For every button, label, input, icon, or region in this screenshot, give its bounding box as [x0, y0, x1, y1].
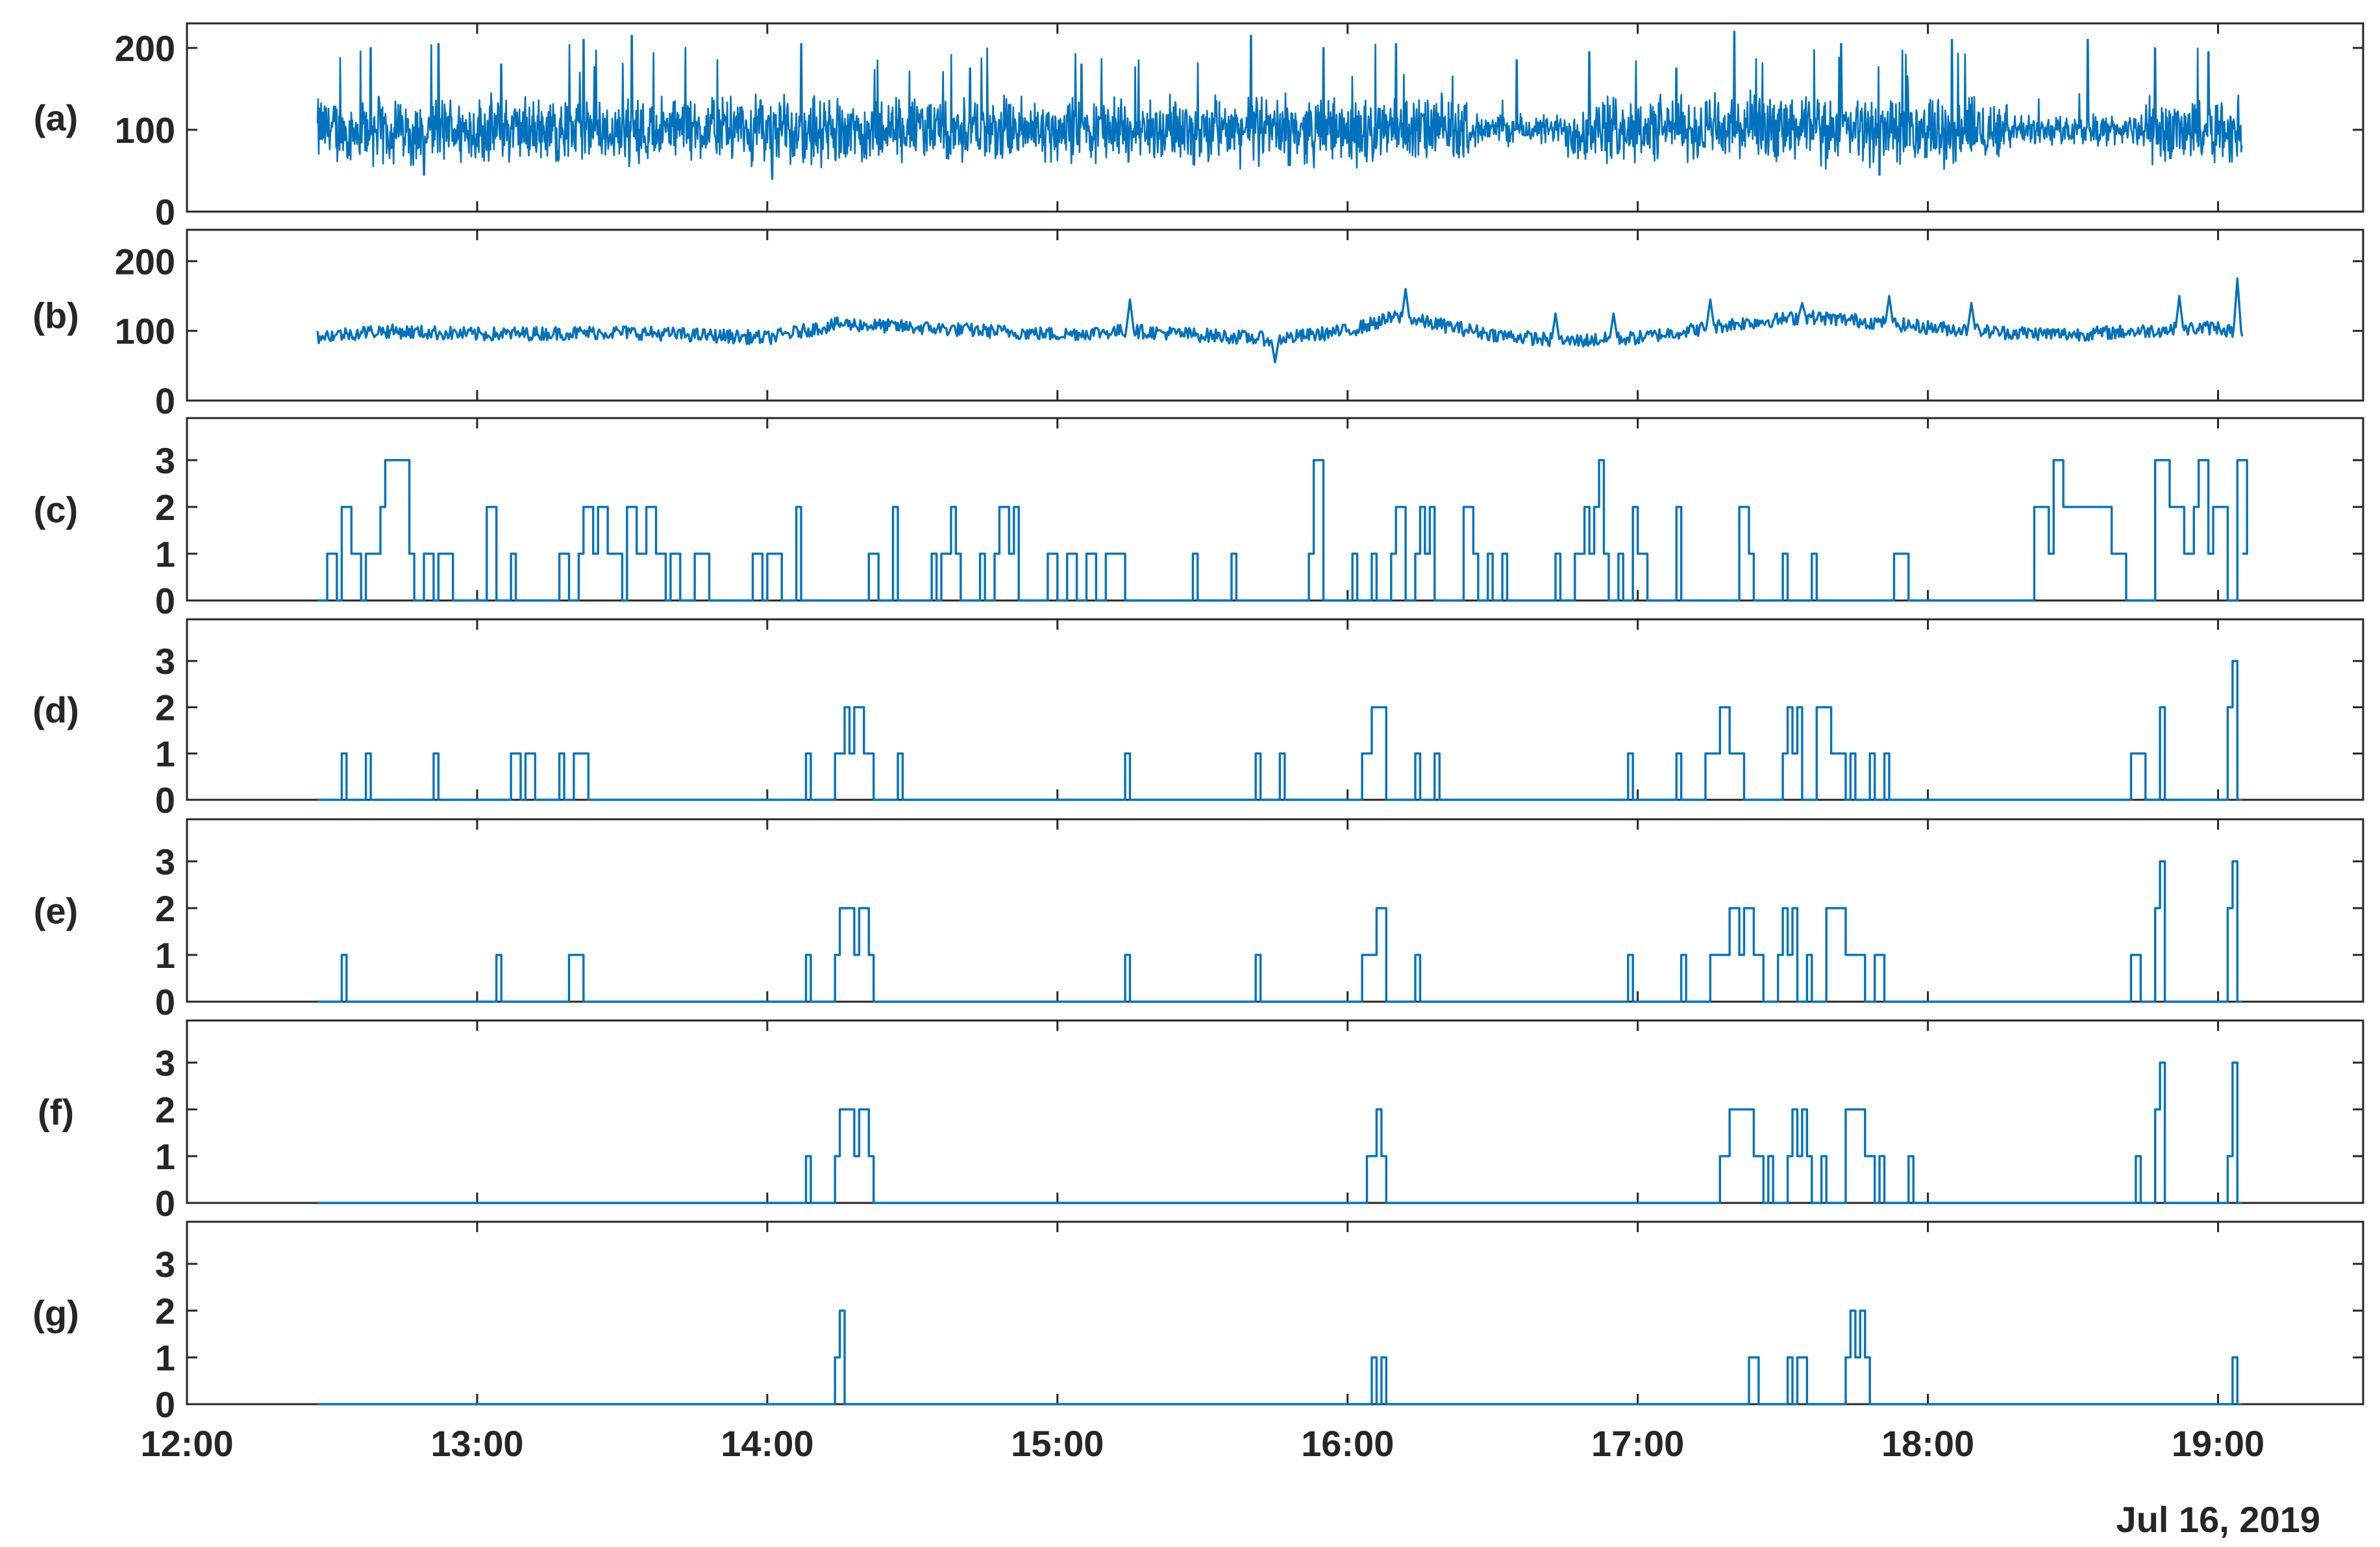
y-tick-label: 2	[155, 487, 175, 528]
axes-box	[186, 22, 2364, 213]
y-tick-label: 3	[155, 641, 175, 682]
series-line	[317, 660, 2242, 801]
y-tick-label: 0	[155, 380, 175, 421]
y-tick-label: 2	[155, 687, 175, 728]
series-line	[317, 860, 2242, 1003]
y-tick-label: 3	[155, 841, 175, 882]
y-tick-label: 0	[155, 580, 175, 621]
panel-label: (b)	[32, 295, 79, 336]
panel-g: (g) 0 1 2 3	[32, 1220, 2364, 1425]
series-line	[317, 459, 2248, 602]
x-tick-label: 17:00	[1591, 1423, 1684, 1464]
x-tick-label: 19:00	[2172, 1423, 2264, 1464]
series-line	[317, 1309, 2242, 1405]
y-tick-label: 3	[155, 1244, 175, 1285]
y-tick-label: 1	[155, 935, 175, 976]
series-line	[316, 31, 2243, 180]
panels-layer: (a)0100200(b)0100200(c)0123(d)0123(e)012…	[32, 22, 2364, 1425]
y-tick-label: 0	[155, 192, 175, 232]
y-tick-label: 200	[115, 241, 175, 282]
y-tick-label: 1	[155, 734, 175, 774]
panel-e: (e) 0 1 2 3	[34, 818, 2364, 1022]
y-tick-label: 3	[155, 440, 175, 481]
panel-label: (c)	[34, 489, 78, 530]
y-tick-label: 100	[115, 110, 175, 151]
y-tick-label: 1	[155, 1337, 175, 1378]
x-tick-label: 12:00	[140, 1423, 233, 1464]
date-label: Jul 16, 2019	[2116, 1499, 2320, 1540]
y-tick-label: 2	[155, 888, 175, 929]
y-tick-label: 200	[115, 28, 175, 69]
x-tick-label: 16:00	[1301, 1423, 1394, 1464]
y-tick-label: 0	[155, 982, 175, 1022]
time-axis: 12:00 13:00 14:00 15:00 16:00 17:00 18:00 19:00	[140, 1423, 2264, 1464]
y-tick-label: 0	[155, 1183, 175, 1224]
panel-a: (a) 0 100 200	[34, 22, 2364, 232]
y-tick-label: 3	[155, 1043, 175, 1083]
panel-label: (e)	[34, 891, 78, 932]
y-tick-label: 0	[155, 780, 175, 821]
x-tick-label: 18:00	[1881, 1423, 1974, 1464]
series-line	[317, 1061, 2242, 1204]
y-tick-label: 0	[155, 1384, 175, 1425]
series-line	[316, 277, 2244, 364]
y-tick-label: 2	[155, 1089, 175, 1130]
x-tick-label: 14:00	[721, 1423, 813, 1464]
panel-f: (f) 0 1 2 3	[38, 1019, 2364, 1224]
y-tick-label: 1	[155, 1136, 175, 1177]
panel-d: (d) 0 1 2 3	[32, 618, 2364, 821]
panel-c: (c) 0 1 2 3	[34, 417, 2364, 621]
panel-label: (a)	[34, 97, 78, 138]
y-tick-label: 2	[155, 1291, 175, 1331]
y-tick-label: 1	[155, 534, 175, 575]
panel-label: (d)	[32, 689, 79, 730]
x-tick-label: 15:00	[1011, 1423, 1104, 1464]
panel-label: (f)	[38, 1092, 74, 1133]
y-tick-label: 100	[115, 311, 175, 352]
axes-box	[186, 229, 2364, 402]
panel-b: (b) 0 100 200	[32, 229, 2364, 421]
x-tick-label: 13:00	[430, 1423, 523, 1464]
panel-label: (g)	[32, 1293, 79, 1334]
